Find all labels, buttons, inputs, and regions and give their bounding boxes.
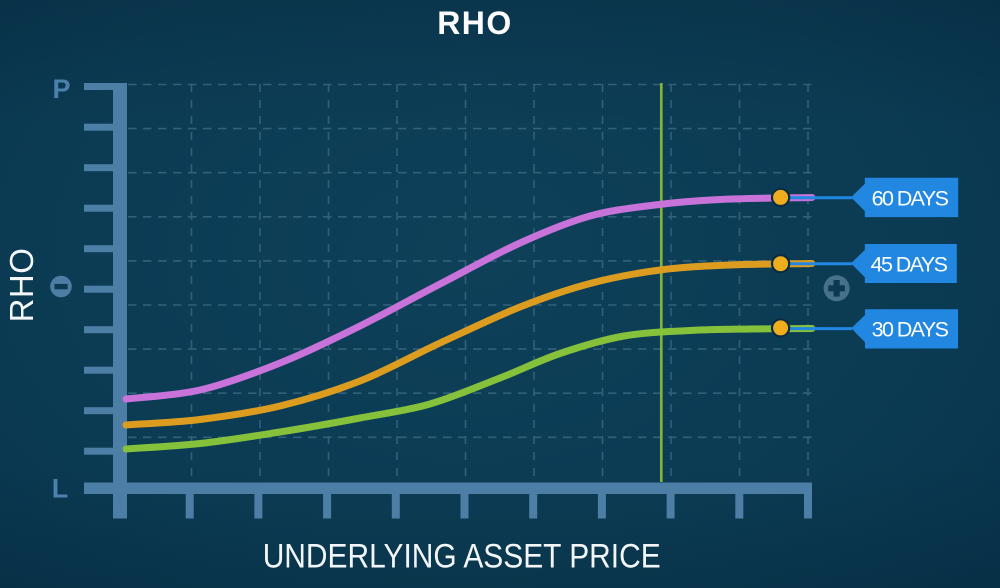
svg-text:P: P bbox=[52, 74, 70, 104]
svg-text:45 DAYS: 45 DAYS bbox=[871, 253, 948, 277]
svg-text:RHO: RHO bbox=[437, 5, 513, 41]
svg-text:30 DAYS: 30 DAYS bbox=[872, 318, 949, 342]
svg-text:60 DAYS: 60 DAYS bbox=[872, 187, 949, 211]
svg-text:L: L bbox=[52, 474, 69, 504]
svg-text:RHO: RHO bbox=[3, 248, 40, 323]
svg-text:UNDERLYING ASSET PRICE: UNDERLYING ASSET PRICE bbox=[263, 538, 661, 576]
